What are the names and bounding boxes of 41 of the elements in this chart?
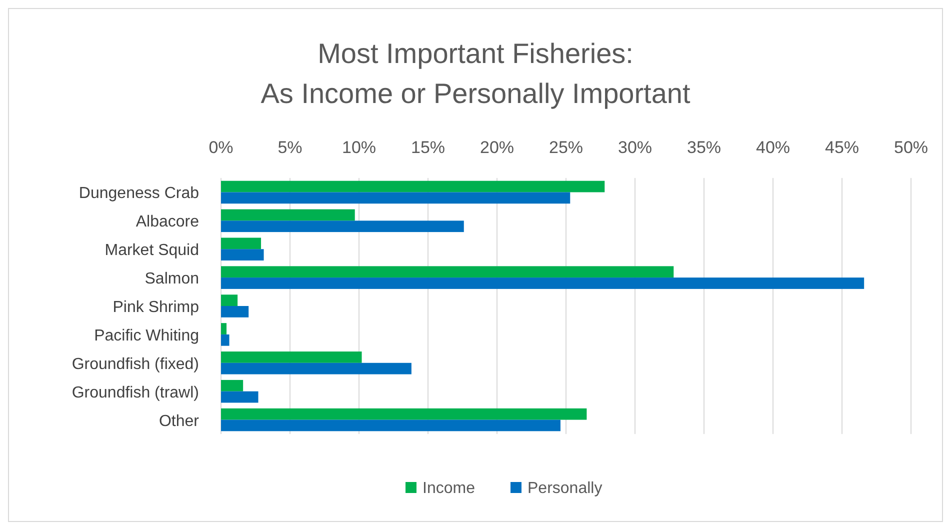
bar <box>221 220 464 232</box>
bar <box>221 294 238 306</box>
y-tick-label: Dungeness Crab <box>78 185 200 202</box>
x-tick-label: 50% <box>894 138 928 157</box>
y-tick-label: Groundfish (trawl) <box>72 384 199 402</box>
bar <box>221 391 258 403</box>
bar <box>221 266 674 278</box>
y-tick-label: Groundfish (fixed) <box>72 356 199 373</box>
y-tick-label: Salmon <box>144 270 199 288</box>
chart-title: Most Important Fisheries: As Income or Personally Important <box>260 38 690 109</box>
bar <box>221 209 355 221</box>
y-tick-label: Pacific Whiting <box>94 327 199 344</box>
x-tick-label: 10% <box>342 138 376 157</box>
x-tick-label: 40% <box>756 138 790 157</box>
bar <box>221 408 587 420</box>
y-tick-label: Market Squid <box>104 242 199 260</box>
bar <box>221 362 412 374</box>
x-tick-label: 20% <box>480 138 514 157</box>
bar <box>221 180 605 192</box>
legend-label: Personally <box>528 480 602 497</box>
bar <box>221 278 864 289</box>
legend-label: Income <box>422 480 476 497</box>
y-tick-label: Pink Shrimp <box>112 299 200 316</box>
bar <box>221 249 264 260</box>
bar <box>221 306 249 318</box>
bar <box>221 420 560 432</box>
x-tick-label: 15% <box>410 138 446 157</box>
x-tick-label: 35% <box>686 138 722 157</box>
y-tick-label: Albacore <box>136 214 200 231</box>
x-tick-label: 0% <box>208 138 234 157</box>
x-tick-label: 30% <box>618 138 652 157</box>
bar <box>221 238 262 250</box>
x-tick-label: 5% <box>278 138 302 157</box>
x-tick-label: 25% <box>548 138 584 157</box>
bar <box>221 192 570 204</box>
bar <box>221 323 227 334</box>
bar <box>221 352 362 363</box>
y-tick-label: Other <box>158 412 200 430</box>
x-tick-label: 45% <box>824 138 860 157</box>
bar <box>221 380 244 392</box>
bar <box>221 334 230 346</box>
